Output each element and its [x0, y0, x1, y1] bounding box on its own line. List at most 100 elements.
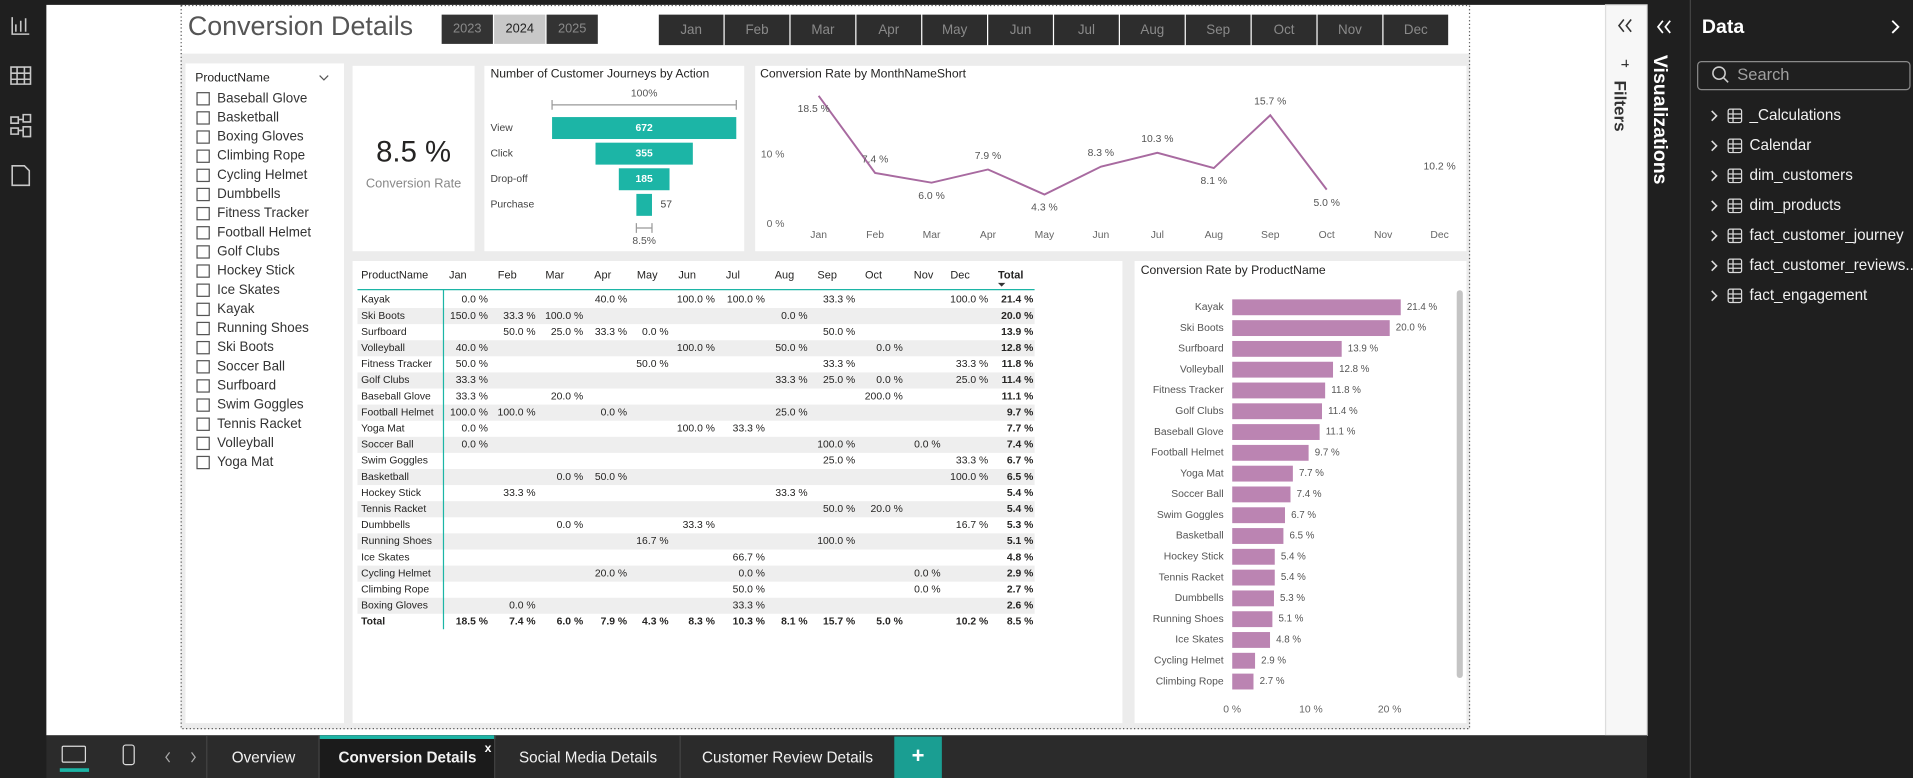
- checkbox[interactable]: [196, 455, 210, 470]
- slicer-chevron[interactable]: [319, 75, 329, 81]
- data-field[interactable]: fact_customer_reviews...: [1750, 257, 1913, 274]
- month-button[interactable]: [1054, 14, 1119, 46]
- slicer-item[interactable]: Yoga Mat: [217, 454, 273, 469]
- slicer-item[interactable]: Tennis Racket: [217, 416, 301, 431]
- checkbox[interactable]: [196, 264, 210, 278]
- expand-chevron[interactable]: [1711, 290, 1718, 302]
- tab-close[interactable]: x: [485, 741, 492, 755]
- data-field[interactable]: dim_products: [1750, 197, 1842, 214]
- month-button[interactable]: [1317, 14, 1383, 46]
- year-button[interactable]: [441, 14, 493, 44]
- active-tab[interactable]: [319, 735, 496, 778]
- expand-chevron[interactable]: [1711, 110, 1718, 122]
- expand-chevron[interactable]: [1711, 200, 1718, 212]
- month-button[interactable]: [724, 14, 790, 46]
- bar-visual[interactable]: [1134, 260, 1467, 724]
- slicer-item[interactable]: Fitness Tracker: [217, 205, 309, 220]
- slicer-item[interactable]: Soccer Ball: [217, 358, 285, 373]
- year-button[interactable]: [494, 14, 546, 44]
- checkbox[interactable]: [196, 226, 210, 240]
- data-field[interactable]: dim_customers: [1750, 167, 1854, 184]
- table-view-icon[interactable]: [10, 66, 32, 85]
- checkbox[interactable]: [196, 130, 210, 144]
- checkbox[interactable]: [196, 302, 210, 317]
- expand-chevron[interactable]: [1711, 230, 1718, 242]
- slicer-item[interactable]: Basketball: [217, 109, 279, 124]
- expand-chevron[interactable]: [1711, 170, 1718, 182]
- visualizations-label[interactable]: Visualizations: [1649, 55, 1671, 185]
- checkbox[interactable]: [196, 149, 210, 163]
- model-view-icon[interactable]: [10, 113, 32, 138]
- checkbox[interactable]: [196, 111, 210, 125]
- checkbox[interactable]: [196, 379, 210, 393]
- month-button[interactable]: [658, 14, 724, 46]
- slicer-item[interactable]: Swim Goggles: [217, 397, 304, 412]
- data-field[interactable]: fact_customer_journey: [1750, 227, 1905, 244]
- desktop-view-icon[interactable]: [61, 745, 87, 763]
- slicer-item[interactable]: Hockey Stick: [217, 263, 295, 278]
- slicer-item[interactable]: Kayak: [217, 301, 255, 316]
- data-field[interactable]: fact_engagement: [1750, 287, 1869, 304]
- slicer-item[interactable]: Climbing Rope: [217, 148, 305, 163]
- month-button[interactable]: [790, 14, 856, 46]
- slicer-item[interactable]: Running Shoes: [217, 320, 309, 335]
- line-visual[interactable]: [755, 65, 1467, 252]
- month-button[interactable]: [1119, 14, 1185, 46]
- matrix-visual[interactable]: [352, 260, 1123, 724]
- slicer-item[interactable]: Ski Boots: [217, 339, 274, 354]
- slicer-item[interactable]: Boxing Gloves: [217, 129, 304, 144]
- tab-label[interactable]: Overview: [232, 750, 297, 767]
- dax-view-icon[interactable]: [11, 165, 31, 187]
- filters-label[interactable]: Filters: [1610, 80, 1629, 131]
- scrollbar[interactable]: [1456, 290, 1463, 679]
- report-view-icon[interactable]: [11, 17, 30, 35]
- data-field[interactable]: Calendar: [1750, 137, 1812, 154]
- tab-label[interactable]: Social Media Details: [519, 750, 657, 767]
- vis-collapse[interactable]: [1656, 20, 1671, 34]
- slicer-item[interactable]: Golf Clubs: [217, 243, 280, 258]
- slicer-item[interactable]: Dumbbells: [217, 186, 281, 201]
- slicer-item[interactable]: Volleyball: [217, 435, 274, 450]
- slicer-item[interactable]: Baseball Glove: [217, 90, 307, 105]
- year-button[interactable]: [546, 14, 598, 44]
- add-page-button[interactable]: [894, 736, 942, 778]
- expand-chevron[interactable]: [1711, 260, 1718, 272]
- slicer-item[interactable]: Ice Skates: [217, 282, 280, 297]
- checkbox[interactable]: [196, 92, 210, 106]
- search-placeholder[interactable]: Search: [1737, 66, 1789, 84]
- slicer-item[interactable]: Football Helmet: [217, 224, 311, 239]
- search-box[interactable]: [1697, 60, 1911, 91]
- filters-collapse[interactable]: [1617, 19, 1632, 33]
- page-nav-arrows[interactable]: [165, 752, 196, 763]
- expand-chevron[interactable]: [1711, 140, 1718, 152]
- slicer-item[interactable]: Surfboard: [217, 378, 276, 393]
- slicer-item[interactable]: Cycling Helmet: [217, 167, 307, 182]
- checkbox[interactable]: [196, 398, 210, 412]
- slicer-visual[interactable]: [185, 63, 345, 724]
- checkbox[interactable]: [196, 187, 210, 202]
- month-button[interactable]: [1251, 14, 1317, 46]
- add-page-label[interactable]: +: [912, 743, 925, 768]
- checkbox[interactable]: [196, 360, 210, 374]
- data-pane-collapse[interactable]: [1891, 20, 1900, 34]
- checkbox[interactable]: [196, 283, 210, 297]
- checkbox[interactable]: [196, 417, 210, 431]
- card-visual[interactable]: [352, 65, 475, 252]
- mobile-view-icon[interactable]: [122, 744, 135, 766]
- month-button[interactable]: [1383, 14, 1449, 46]
- data-field[interactable]: _Calculations: [1749, 107, 1842, 124]
- checkbox[interactable]: [196, 340, 210, 355]
- checkbox[interactable]: [196, 168, 210, 183]
- month-button[interactable]: [856, 14, 922, 46]
- month-button[interactable]: [1185, 14, 1251, 46]
- checkbox[interactable]: [196, 321, 210, 336]
- tab-label[interactable]: Customer Review Details: [702, 750, 873, 767]
- tab-label[interactable]: Conversion Details: [338, 750, 476, 767]
- data-label: 4.8 %: [1276, 635, 1301, 646]
- month-button[interactable]: [988, 14, 1053, 46]
- checkbox[interactable]: [196, 436, 210, 451]
- checkbox[interactable]: [196, 245, 210, 259]
- month-button[interactable]: [922, 14, 988, 46]
- checkbox[interactable]: [196, 206, 210, 221]
- matrix-cell: 8.3 %: [688, 617, 715, 628]
